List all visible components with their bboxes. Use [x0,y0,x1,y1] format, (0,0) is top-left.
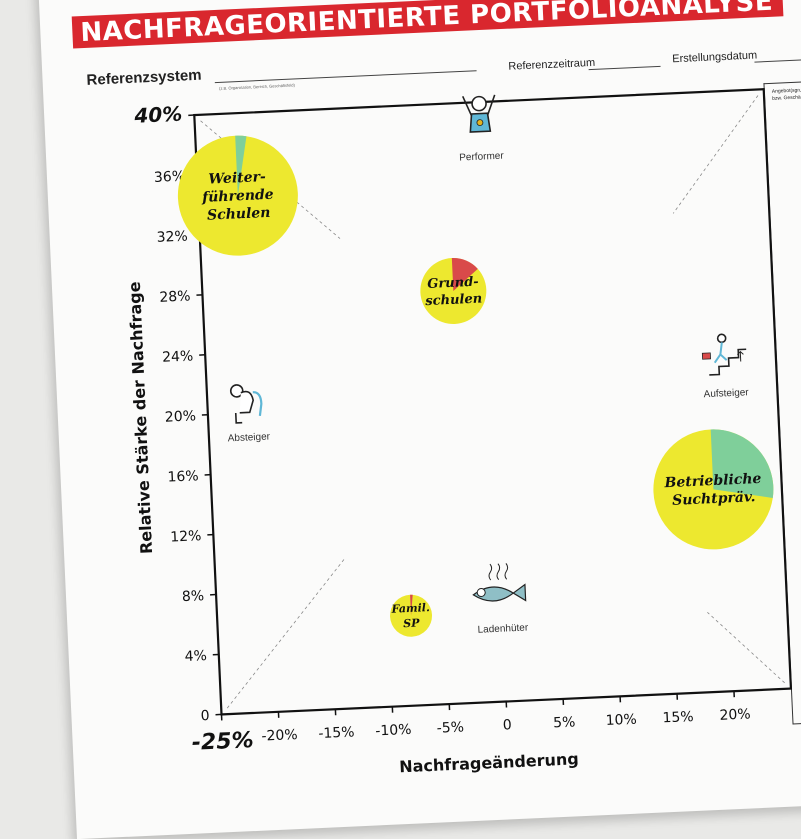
x-tick-label: -15% [318,724,355,742]
x-tick-label: -10% [375,722,412,740]
zone-label: Aufsteiger [703,387,749,400]
zone-ladenhüter: Ladenhüter [472,562,529,635]
icon-body [714,342,727,363]
icon-smell-line [488,564,492,580]
slumped-person-icon [230,384,262,423]
x-axis-title: Nachfrageänderung [399,749,579,776]
y-tick-label: 0 [200,708,210,724]
x-tick-label: 0 [502,717,512,733]
x-tick-label: 10% [605,712,637,729]
icon-head [472,96,487,111]
bubble-label: Weiter- [208,169,266,188]
icon-body [239,391,254,413]
guide-bottom-left [221,559,351,708]
bubble-point: Grund-schulen [419,257,488,326]
zone-aufsteiger: Aufsteiger [701,333,750,400]
y-tick-label: 16% [167,468,199,485]
zone-label: Absteiger [228,431,271,444]
worksheet: NACHFRAGEORIENTIERTE PORTFOLIOANALYSE Re… [38,0,801,839]
icon-head [717,334,725,342]
guide-top-right [668,95,763,213]
bubble-label: Schulen [207,205,271,224]
y-tick-label: 4% [184,648,207,665]
x-tick-label: 5% [553,714,576,731]
y-tick-label: 32% [156,228,188,245]
zone-absteiger: Absteiger [225,383,271,444]
bubble-label: Grund- [427,275,479,292]
y-tick-label: 8% [182,588,205,605]
icon-arm [487,95,496,115]
quadrant-zones: Performer Absteiger Aufsteiger Ladenhüter [213,84,760,647]
x-tick-label: -5% [436,719,464,736]
bubble-label: schulen [425,292,482,310]
y-tick-label: 12% [170,528,202,545]
y-tick-label: 24% [162,348,194,365]
bubble-label: führende [201,187,274,206]
y-tick-label: 20% [164,408,196,425]
y-tick-label: 28% [159,288,191,305]
x-tick-label: 15% [662,709,694,726]
icon-arm [463,96,472,116]
x-tick-label: 20% [719,706,751,723]
briefcase-icon [702,353,710,359]
guide-bottom-right [707,609,784,686]
icon-chair [253,392,262,416]
y-axis-title: Relative Stärke der Nachfrage [125,281,156,554]
icon-smell-line [504,563,508,579]
x-tick-label: -20% [261,727,298,745]
smelly-fish-icon [472,563,526,603]
bubble-label: SP [403,616,421,630]
y-tick-label: 40% [133,102,183,128]
zone-performer: Performer [456,95,504,164]
climbing-person-icon [701,333,747,375]
bubble-label: Famil. [390,601,430,616]
icon-smell-line [496,564,500,580]
portfolio-chart: 04%8%12%16%20%24%28%32%36%40%-25%-20%-15… [38,0,801,839]
bubble-point: Famil.SP [389,594,433,638]
icon-fish-eye [477,588,485,596]
icon-legs [236,413,242,423]
zone-label: Ladenhüter [477,622,529,635]
x-tick-label: -25% [191,728,254,756]
zone-label: Performer [459,151,505,164]
medal-icon [477,119,483,125]
